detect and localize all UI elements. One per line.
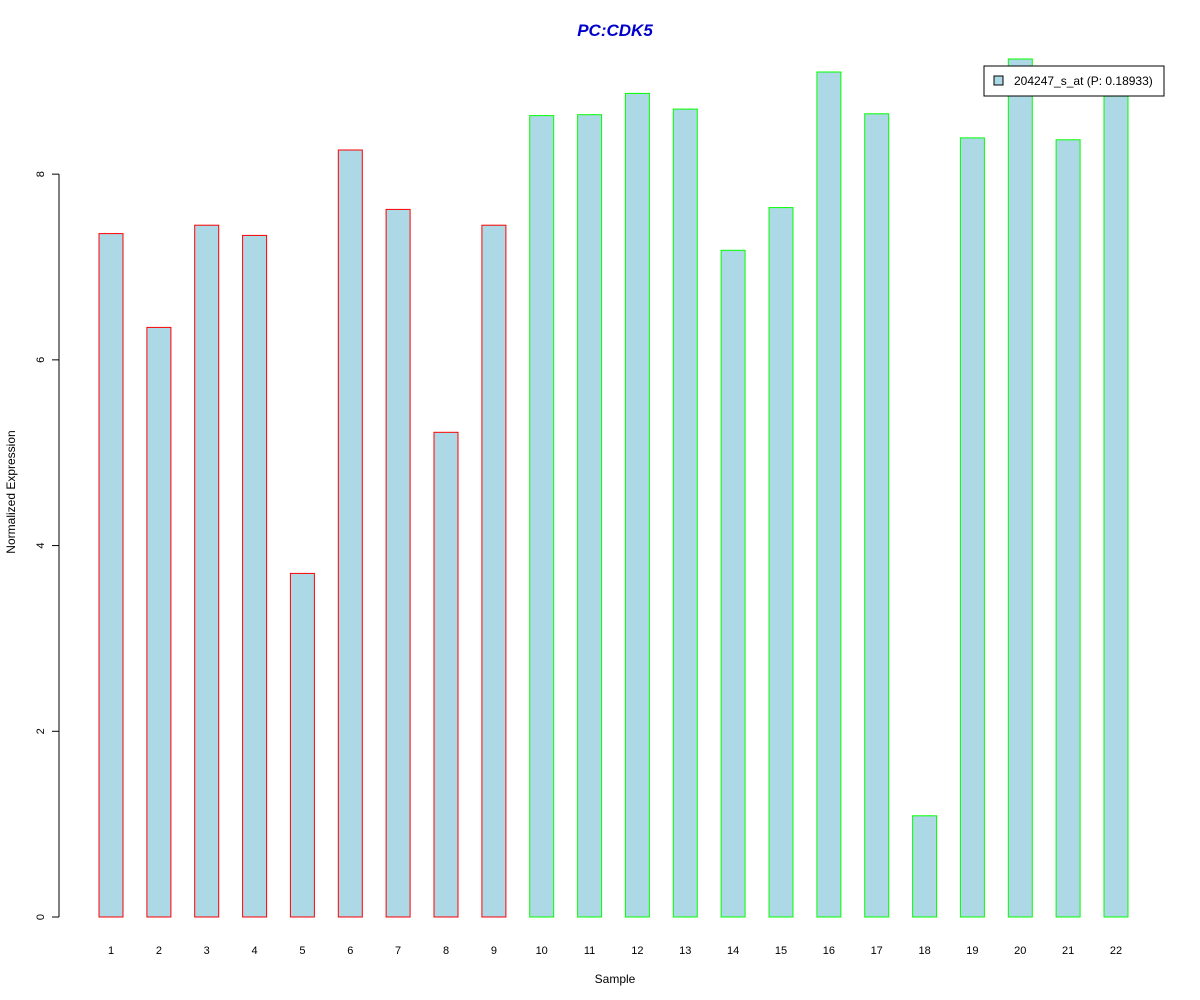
x-axis-tick-label: 5: [299, 945, 305, 957]
x-axis-tick-label: 2: [156, 945, 162, 957]
legend-entry-label: 204247_s_at (P: 0.18933): [1014, 74, 1153, 88]
x-axis-tick-label: 7: [395, 945, 401, 957]
chart-title: PC:CDK5: [577, 21, 653, 40]
x-axis-tick-label: 8: [443, 945, 449, 957]
legend-swatch: [993, 75, 1004, 86]
bar-sample-14: [720, 249, 746, 918]
x-axis-tick-label: 18: [918, 945, 930, 957]
bar-sample-19: [959, 137, 985, 918]
x-axis-tick-label: 19: [966, 945, 978, 957]
y-axis-tick-label: 2: [35, 728, 47, 734]
x-axis-tick-label: 11: [584, 945, 595, 957]
x-axis-tick-label: 21: [1062, 945, 1074, 957]
x-axis-tick-label: 12: [631, 945, 643, 957]
x-axis-label: Sample: [595, 972, 636, 986]
bar-sample-6: [337, 149, 363, 918]
x-axis-tick-label: 13: [679, 945, 691, 957]
x-axis-tick-label: 22: [1110, 945, 1122, 957]
bar-sample-4: [242, 234, 268, 918]
legend: 204247_s_at (P: 0.18933): [983, 65, 1165, 97]
bar-sample-2: [146, 326, 172, 918]
bar-sample-12: [624, 92, 650, 918]
bar-sample-13: [672, 108, 698, 918]
x-axis-tick-label: 4: [252, 945, 258, 957]
bar-sample-9: [481, 224, 507, 918]
bars: [98, 58, 1129, 918]
bar-sample-16: [816, 71, 842, 918]
y-axis-label: Normalized Expression: [4, 430, 18, 553]
bar-sample-7: [385, 208, 411, 918]
x-axis-tick-label: 3: [204, 945, 210, 957]
bar-sample-15: [768, 207, 794, 918]
bar-sample-11: [577, 114, 603, 918]
x-axis-tick-label: 14: [727, 945, 739, 957]
x-axis-tick-labels: 1 2 3 4 5 6 7 8 9 10 11 12 13 14 15 16 17 18 19 20 21 22: [108, 945, 1122, 957]
bar-sample-21: [1055, 139, 1081, 918]
x-axis-tick-label: 9: [491, 945, 497, 957]
x-axis-tick-label: 6: [347, 945, 353, 957]
x-axis-tick-label: 16: [823, 945, 835, 957]
y-axis-tick-label: 0: [35, 914, 47, 920]
x-axis-tick-label: 20: [1014, 945, 1026, 957]
bar-sample-5: [289, 572, 315, 918]
x-axis-tick-label: 1: [108, 945, 114, 957]
bar-sample-18: [912, 815, 938, 918]
bar-sample-22: [1103, 95, 1129, 918]
bar-sample-8: [433, 431, 459, 918]
y-axis-tick-label: 8: [35, 171, 47, 177]
y-axis-tick-label: 6: [35, 357, 47, 363]
x-axis-tick-label: 15: [775, 945, 787, 957]
y-axis: 0 2 4 6 8: [35, 171, 60, 920]
y-axis-tick-label: 4: [35, 543, 47, 549]
bar-sample-3: [194, 224, 220, 918]
bar-sample-1: [98, 233, 124, 918]
legend-box: [983, 65, 1165, 97]
x-axis-tick-label: 17: [871, 945, 883, 957]
bar-sample-20: [1007, 58, 1033, 918]
x-axis-tick-label: 10: [536, 945, 548, 957]
bar-sample-10: [529, 115, 555, 918]
bar-sample-17: [864, 113, 890, 918]
